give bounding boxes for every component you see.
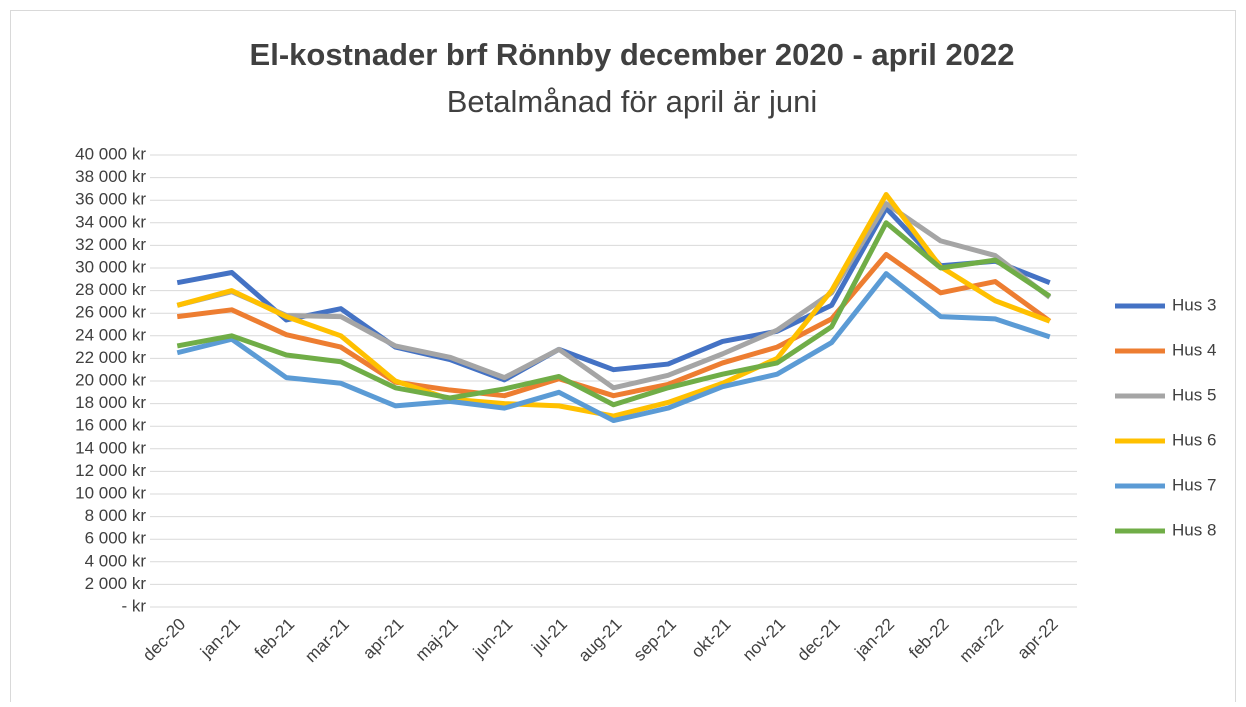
chart-title: El-kostnader brf Rönnby december 2020 - … bbox=[250, 37, 1015, 72]
x-tick-label: apr-22 bbox=[1014, 615, 1062, 663]
y-tick-label: 2 000 kr bbox=[85, 574, 147, 593]
series-line bbox=[176, 205, 1051, 383]
x-tick-label: okt-21 bbox=[688, 615, 735, 662]
y-tick-label: 30 000 kr bbox=[75, 257, 146, 276]
y-tick-label: 4 000 kr bbox=[85, 551, 147, 570]
y-tick-label: 20 000 kr bbox=[75, 370, 146, 389]
series-line bbox=[176, 251, 1052, 399]
legend-label: Hus 6 bbox=[1172, 430, 1216, 449]
x-tick-label: feb-22 bbox=[905, 615, 953, 663]
x-tick-label: mar-21 bbox=[301, 615, 353, 667]
y-tick-label: 6 000 kr bbox=[85, 529, 147, 548]
x-tick-label: apr-21 bbox=[359, 615, 407, 663]
y-tick-label: 10 000 kr bbox=[75, 483, 146, 502]
y-tick-label: - kr bbox=[121, 596, 146, 615]
x-tick-label: nov-21 bbox=[739, 615, 789, 665]
x-tick-label: jan-21 bbox=[196, 615, 244, 663]
y-tick-label: 24 000 kr bbox=[75, 325, 146, 344]
y-tick-label: 18 000 kr bbox=[75, 393, 146, 412]
y-tick-label: 32 000 kr bbox=[75, 235, 146, 254]
chart-border bbox=[10, 10, 1236, 707]
x-tick-label: jul-21 bbox=[527, 615, 571, 659]
legend-label: Hus 5 bbox=[1172, 385, 1216, 404]
x-tick-label: dec-21 bbox=[793, 615, 843, 665]
chart-subtitle: Betalmånad för april är juni bbox=[447, 84, 817, 119]
y-tick-label: 34 000 kr bbox=[75, 212, 146, 231]
series-line bbox=[176, 192, 1051, 419]
y-tick-label: 38 000 kr bbox=[75, 167, 146, 186]
legend-label: Hus 4 bbox=[1172, 340, 1216, 359]
y-tick-label: 28 000 kr bbox=[75, 280, 146, 299]
x-tick-label: feb-21 bbox=[251, 615, 299, 663]
y-tick-label: 8 000 kr bbox=[85, 506, 147, 525]
legend-label: Hus 3 bbox=[1172, 295, 1216, 314]
series-line bbox=[176, 220, 1052, 408]
y-tick-label: 12 000 kr bbox=[75, 461, 146, 480]
y-tick-label: 26 000 kr bbox=[75, 303, 146, 322]
y-tick-label: 16 000 kr bbox=[75, 416, 146, 435]
y-tick-label: 40 000 kr bbox=[75, 144, 146, 163]
series-line bbox=[176, 271, 1051, 424]
y-tick-label: 14 000 kr bbox=[75, 438, 146, 457]
legend-label: Hus 7 bbox=[1172, 475, 1216, 494]
x-tick-label: jan-22 bbox=[851, 615, 899, 663]
y-tick-label: 36 000 kr bbox=[75, 190, 146, 209]
x-tick-label: sep-21 bbox=[630, 615, 680, 665]
x-tick-label: aug-21 bbox=[575, 615, 626, 666]
x-tick-label: dec-20 bbox=[139, 615, 189, 665]
legend-label: Hus 8 bbox=[1172, 520, 1216, 539]
x-tick-label: maj-21 bbox=[412, 615, 462, 665]
x-tick-label: jun-21 bbox=[469, 615, 517, 663]
y-tick-label: 22 000 kr bbox=[75, 348, 146, 367]
x-tick-label: mar-22 bbox=[956, 615, 1008, 667]
